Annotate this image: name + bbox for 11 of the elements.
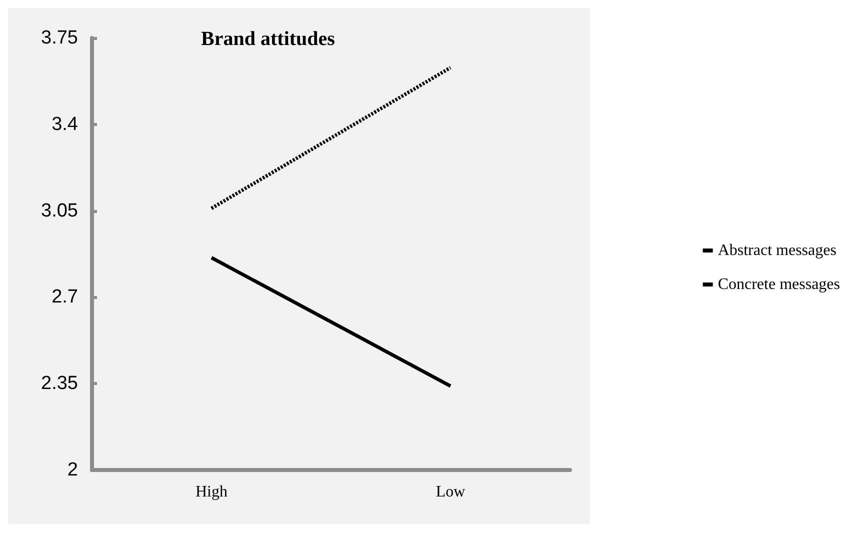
y-tick-label: 2 xyxy=(67,460,78,480)
legend-label: Abstract messages xyxy=(718,242,836,259)
y-tick-label: 2.7 xyxy=(52,286,78,308)
y-tick-label: 3.75 xyxy=(41,28,78,48)
y-tick-label: 2.35 xyxy=(41,373,78,394)
chart-title: Brand attitudes xyxy=(201,28,336,50)
y-tick-label: 3.4 xyxy=(52,114,78,135)
x-tick-label: Low xyxy=(436,484,466,500)
x-tick-label: High xyxy=(196,484,228,500)
y-tick-label: 3.05 xyxy=(41,200,78,222)
legend-label: Concrete messages xyxy=(718,276,840,293)
